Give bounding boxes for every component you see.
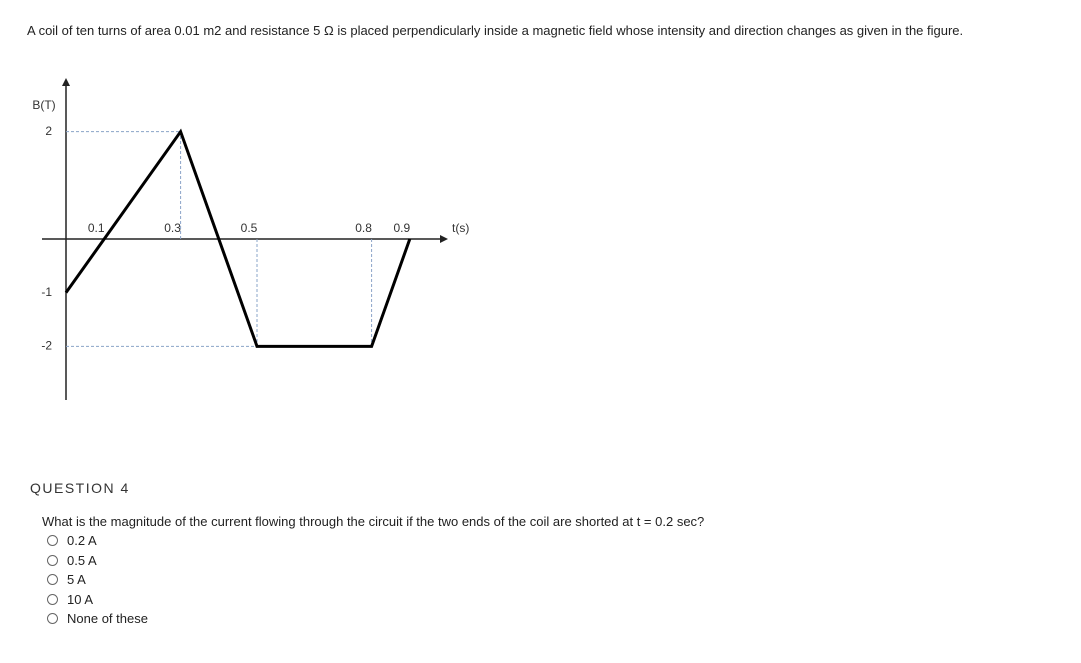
radio-button[interactable] — [47, 613, 58, 625]
y-axis-label: B(T) — [32, 98, 55, 112]
option-text[interactable]: None of these — [67, 611, 148, 627]
option-text[interactable]: 5 A — [67, 572, 86, 588]
data-line — [64, 128, 412, 348]
y-tick-label: -2 — [41, 339, 52, 353]
option: 10 A — [47, 590, 148, 610]
x-tick-label: 0.3 — [164, 221, 181, 235]
option-text[interactable]: 10 A — [67, 591, 94, 607]
radio-button[interactable] — [47, 535, 58, 547]
option: 0.2 A — [47, 531, 148, 551]
x-tick-label: 0.1 — [88, 221, 105, 235]
question-text: What is the magnitude of the current flo… — [42, 514, 705, 529]
x-tick-label: 0.8 — [355, 221, 372, 235]
x-axis-arrow — [440, 235, 448, 243]
radio-button[interactable] — [47, 574, 58, 586]
option-text[interactable]: 0.2 A — [67, 533, 97, 549]
option-text[interactable]: 0.5 A — [67, 552, 97, 568]
radio-button[interactable] — [47, 554, 58, 566]
option: 5 A — [47, 570, 148, 590]
x-axis-label: t(s) — [452, 221, 469, 235]
y-tick-label: -1 — [41, 285, 52, 299]
question-label: QUESTION 4 — [30, 480, 130, 496]
figure: B(T) t(s) 2 -1 -2 0.1 0.3 0.5 0.8 0.9 — [32, 78, 469, 400]
option: 0.5 A — [47, 551, 148, 571]
options: 0.2 A 0.5 A 5 A 10 A None of these — [47, 531, 148, 629]
x-tick-label: 0.9 — [393, 221, 410, 235]
y-tick-label: 2 — [45, 124, 52, 138]
header-text: A coil of ten turns of area 0.01 m2 and … — [27, 23, 964, 38]
x-tick-label: 0.5 — [241, 221, 258, 235]
option: None of these — [47, 609, 148, 629]
radio-button[interactable] — [47, 593, 58, 605]
y-axis-arrow — [62, 78, 70, 86]
